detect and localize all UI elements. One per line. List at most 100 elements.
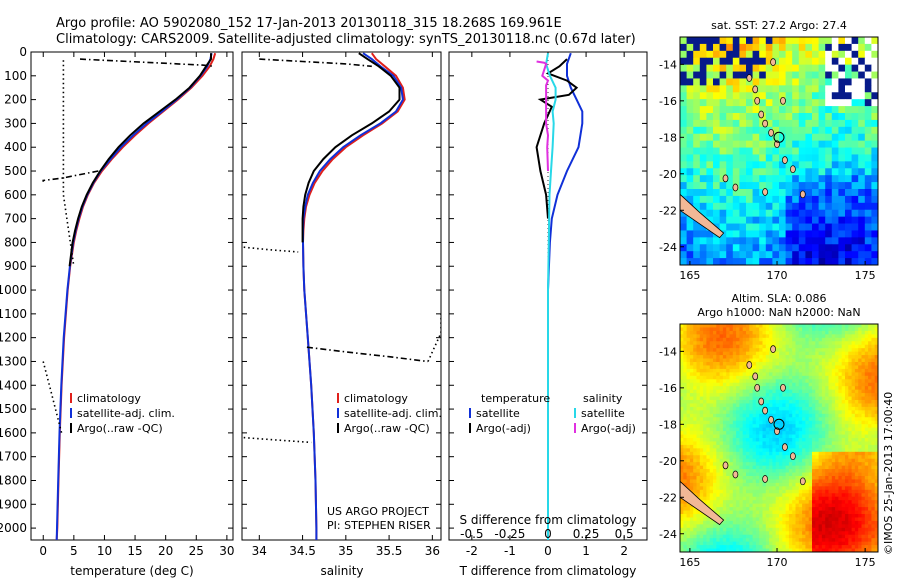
map-cell <box>759 413 763 418</box>
map-cell <box>680 403 684 408</box>
map-cell <box>759 420 763 425</box>
map-cell <box>795 534 800 539</box>
map-cell <box>831 71 839 79</box>
map-cell <box>693 534 697 539</box>
map-cell <box>841 348 846 353</box>
map-cell <box>703 330 707 335</box>
map-cell <box>812 216 819 224</box>
map-cell <box>802 444 806 449</box>
map-cell <box>858 85 866 93</box>
map-cell <box>864 99 872 107</box>
map-cell <box>729 410 734 415</box>
map-cell <box>815 503 819 508</box>
map-cell <box>775 438 780 442</box>
map-cell <box>726 334 730 339</box>
map-cell <box>868 431 872 435</box>
map-cell <box>871 424 876 429</box>
map-cell <box>792 493 796 498</box>
map-cell <box>726 479 730 484</box>
map-cell <box>821 438 826 442</box>
map-cell <box>752 510 757 515</box>
map-cell <box>841 368 846 373</box>
map-cell <box>693 330 697 335</box>
map-cell <box>772 244 780 252</box>
map-cell <box>722 386 727 391</box>
map-cell <box>808 330 813 335</box>
map-cell <box>693 50 701 59</box>
map-cell <box>835 358 839 363</box>
map-cell <box>719 514 724 518</box>
map-cell <box>713 64 720 72</box>
map-cell <box>805 237 813 245</box>
map-y-tick-label: -16 <box>659 95 677 108</box>
map-cell <box>835 465 839 470</box>
map-cell <box>861 458 866 463</box>
map-cell <box>871 396 876 401</box>
map-cell <box>779 106 786 114</box>
legend-label: climatology <box>77 392 141 405</box>
map-cell <box>831 406 836 411</box>
map-cell <box>798 527 803 532</box>
map-cell <box>746 465 750 470</box>
map-cell <box>868 358 872 363</box>
map-cell <box>779 534 783 539</box>
map-cell <box>693 406 697 411</box>
map-cell <box>788 472 793 477</box>
map-cell <box>861 524 866 529</box>
map-cell <box>858 258 866 266</box>
map-cell <box>716 413 720 418</box>
map-cell <box>871 365 876 370</box>
map-cell <box>861 455 866 460</box>
map-cell <box>772 531 777 536</box>
map-cell <box>812 119 819 128</box>
map-cell <box>785 330 790 335</box>
map-cell <box>805 510 810 515</box>
map-cell <box>739 389 744 394</box>
map-cell <box>785 441 790 446</box>
map-cell <box>861 486 866 491</box>
map-cell <box>871 444 876 449</box>
map-cell <box>845 458 849 463</box>
map-cell <box>713 154 720 162</box>
map-cell <box>841 330 846 335</box>
map-cell <box>680 237 687 245</box>
map-cell <box>854 330 859 335</box>
map-cell <box>736 503 740 508</box>
map-cell <box>871 527 876 532</box>
map-cell <box>693 375 697 380</box>
map-cell <box>818 133 826 142</box>
map-cell <box>699 476 704 480</box>
map-cell <box>739 99 747 107</box>
map-cell <box>831 341 836 346</box>
map-cell <box>798 202 806 211</box>
map-cell <box>812 334 816 339</box>
map-cell <box>874 479 879 484</box>
map-cell <box>802 379 806 384</box>
map-cell <box>845 251 852 259</box>
map-cell <box>802 351 806 356</box>
y-tick-label: 200 <box>4 93 27 107</box>
map-cell <box>835 503 839 508</box>
map-cell <box>746 455 750 460</box>
map-cell <box>815 413 819 418</box>
map-cell <box>759 438 763 442</box>
map-cell <box>812 527 816 532</box>
map-cell <box>828 372 833 377</box>
map-cell <box>716 341 720 346</box>
map-cell <box>812 106 819 114</box>
map-cell <box>752 500 757 505</box>
map-cell <box>755 368 760 373</box>
map-cell <box>732 99 740 107</box>
map-cell <box>785 119 793 128</box>
map-cell <box>765 365 770 370</box>
map-cell <box>706 486 711 491</box>
map-cell <box>835 451 839 456</box>
map-cell <box>732 458 737 463</box>
map-cell <box>795 476 800 480</box>
map-cell <box>805 140 813 148</box>
map-cell <box>762 500 767 505</box>
map-cell <box>736 403 740 408</box>
map-cell <box>769 455 773 460</box>
map-cell <box>686 119 694 128</box>
map-cell <box>752 420 757 425</box>
